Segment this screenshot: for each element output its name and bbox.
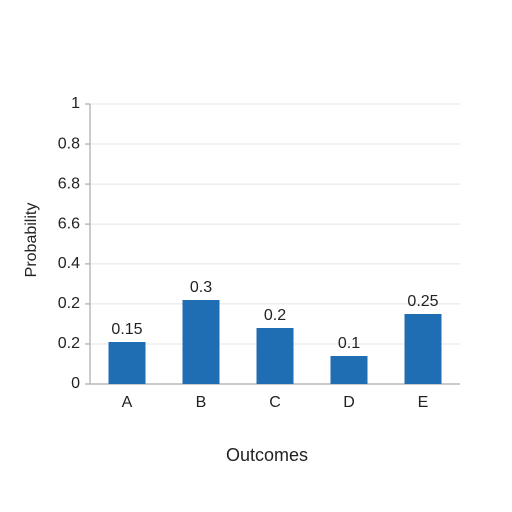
x-tick-label: E bbox=[418, 394, 429, 411]
y-axis-label: Probability bbox=[23, 203, 40, 278]
data-label: 0.15 bbox=[111, 321, 142, 338]
y-tick-label: 6.8 bbox=[58, 175, 80, 192]
x-tick-label: B bbox=[196, 394, 207, 411]
data-label: 0.3 bbox=[190, 279, 212, 296]
x-tick-label: C bbox=[269, 394, 281, 411]
bar bbox=[108, 342, 146, 384]
y-tick-label: 0.2 bbox=[58, 295, 80, 312]
bar bbox=[330, 356, 368, 384]
y-tick-label: 0.2 bbox=[58, 335, 80, 352]
data-label: 0.1 bbox=[338, 335, 360, 352]
x-tick-label: D bbox=[343, 394, 355, 411]
y-tick-label: 0 bbox=[71, 375, 80, 392]
data-label: 0.25 bbox=[407, 293, 438, 310]
y-tick-label: 6.6 bbox=[58, 215, 80, 232]
bar bbox=[182, 300, 220, 384]
x-axis-label: Outcomes bbox=[226, 445, 308, 465]
data-label: 0.2 bbox=[264, 307, 286, 324]
bar bbox=[404, 314, 442, 384]
y-tick-label: 1 bbox=[71, 95, 80, 112]
y-tick-label: 0.8 bbox=[58, 135, 80, 152]
bar bbox=[256, 328, 294, 384]
y-tick-label: 0.4 bbox=[58, 255, 80, 272]
x-tick-label: A bbox=[122, 394, 133, 411]
